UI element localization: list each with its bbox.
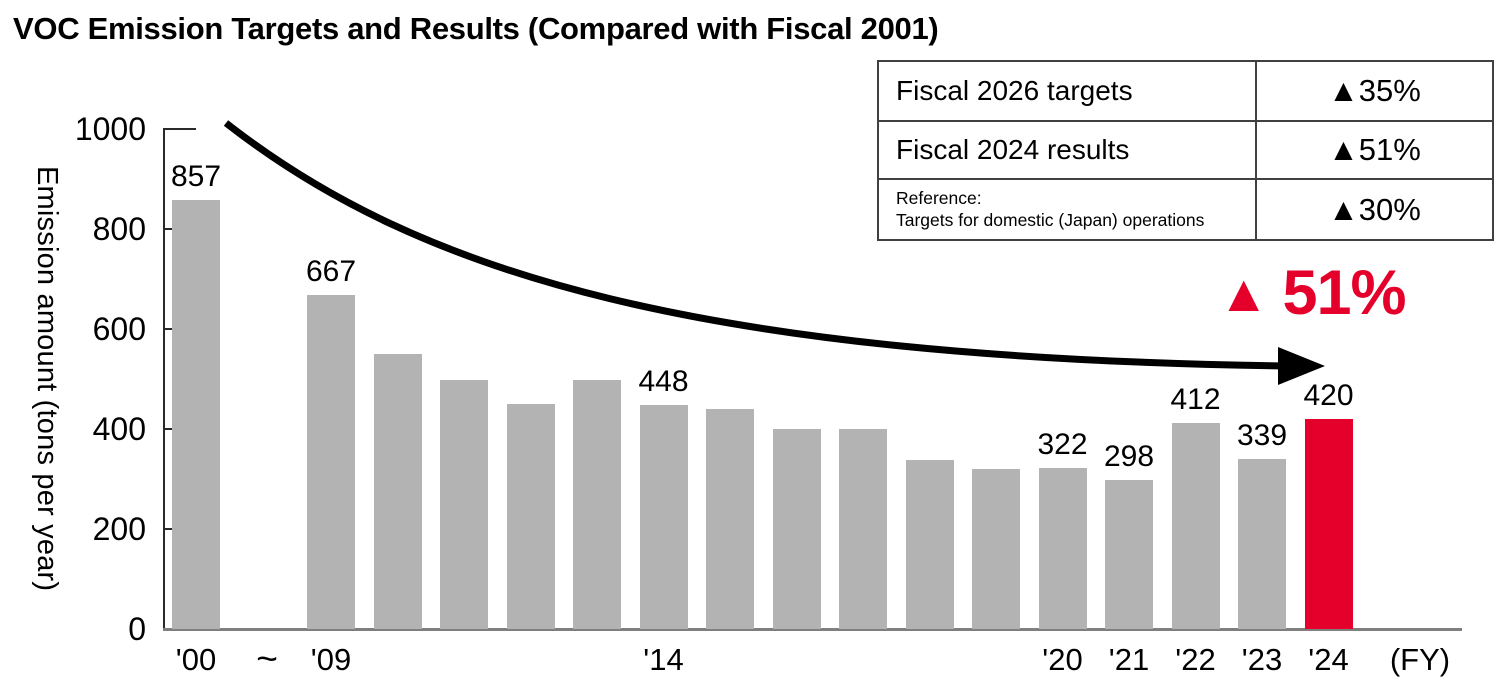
x-tick-label: '22: [1175, 642, 1216, 677]
highlight-value: 51%: [1282, 258, 1406, 328]
bar: [373, 354, 422, 629]
y-tick-label: 0: [128, 611, 146, 647]
y-tick-mark: [163, 328, 174, 330]
bar-value-label: 322: [1037, 428, 1088, 461]
x-tick-label: '00: [175, 642, 217, 677]
bar-value-label: 857: [170, 160, 222, 193]
targets-results-table: Fiscal 2026 targets ▲35% Fiscal 2024 res…: [877, 60, 1494, 241]
bar: [772, 429, 821, 629]
x-tick-label: '23: [1241, 642, 1283, 677]
row-label-line1: Reference:: [896, 187, 982, 208]
row-label: Fiscal 2024 results: [896, 134, 1130, 165]
bar-value-label: 339: [1236, 419, 1288, 452]
x-tick-label: '24: [1308, 642, 1349, 677]
bar: [1038, 468, 1087, 629]
x-tick-label: '21: [1108, 642, 1150, 677]
y-tick-label: 400: [92, 411, 146, 447]
x-tick-label: '09: [310, 642, 352, 677]
table-row: Reference: Targets for domestic (Japan) …: [879, 178, 1492, 239]
bar: [440, 380, 488, 629]
highlight-percentage: ▲ 51%: [1218, 258, 1407, 328]
bar: [506, 404, 555, 629]
table-row: Fiscal 2026 targets ▲35%: [879, 62, 1492, 120]
bar-value-label: 412: [1170, 383, 1221, 416]
triangle-up-icon: ▲: [1218, 264, 1270, 323]
axis-break-tilde: ~: [256, 638, 278, 679]
bar: [307, 295, 355, 629]
x-axis-line: [163, 627, 1462, 631]
bar: [706, 409, 754, 629]
x-tick-label: '14: [643, 642, 684, 677]
bar: [1238, 459, 1286, 629]
y-tick-label: 600: [92, 311, 146, 347]
bar: [972, 469, 1020, 629]
y-tick-mark: [163, 428, 174, 430]
y-axis-title: Emission amount (tons per year): [31, 166, 63, 592]
bar: [172, 200, 220, 629]
bar-value-label: 448: [638, 365, 689, 398]
bar-value-label: 420: [1303, 379, 1354, 412]
chart-title: VOC Emission Targets and Results (Compar…: [13, 11, 939, 46]
y-tick-label: 200: [92, 511, 146, 547]
row-label-line2: Targets for domestic (Japan) operations: [896, 209, 1205, 230]
y-axis-line: [163, 129, 165, 629]
bar-highlight: [1304, 419, 1353, 629]
bar: [1171, 423, 1220, 629]
row-value: ▲35%: [1255, 62, 1492, 120]
row-value: ▲51%: [1255, 122, 1492, 178]
y-tick-mark: [163, 128, 196, 130]
bar: [905, 460, 954, 629]
y-tick-mark: [163, 228, 174, 230]
y-tick-label: 1000: [74, 111, 146, 147]
row-value: ▲30%: [1255, 180, 1492, 239]
row-label: Fiscal 2026 targets: [896, 75, 1133, 106]
table-row: Fiscal 2024 results ▲51%: [879, 120, 1492, 178]
bar: [1105, 480, 1153, 629]
bar: [573, 380, 621, 629]
bar-value-label: 667: [305, 255, 357, 288]
x-tick-label: '20: [1042, 642, 1083, 677]
y-tick-mark: [163, 528, 174, 530]
fy-unit-label: (FY): [1389, 642, 1451, 677]
bar: [639, 405, 688, 629]
bar-value-label: 298: [1103, 440, 1155, 473]
bar: [839, 429, 887, 629]
y-tick-label: 800: [92, 211, 146, 247]
row-label: Reference: Targets for domestic (Japan) …: [879, 180, 1255, 239]
